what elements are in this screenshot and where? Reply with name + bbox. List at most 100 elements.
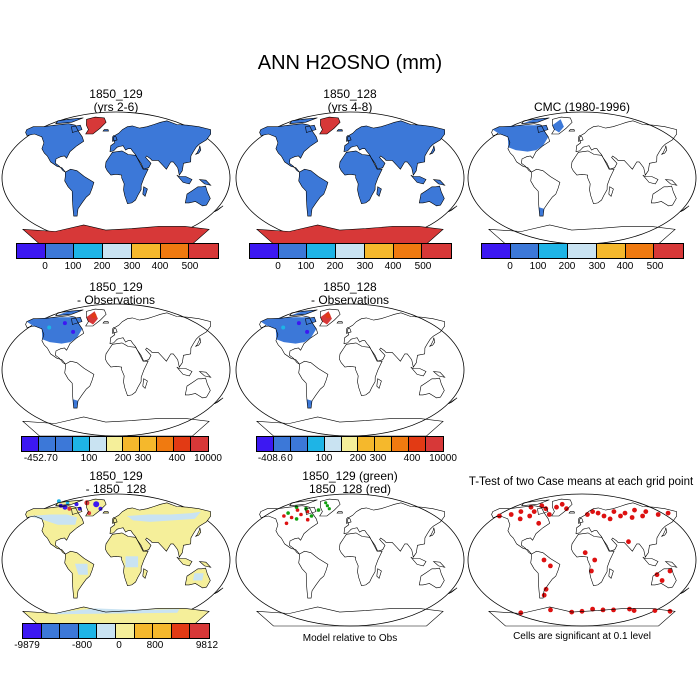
colorbar-box bbox=[23, 624, 42, 638]
coastline bbox=[85, 116, 107, 135]
cb4-label: 300 bbox=[134, 453, 152, 464]
coastline bbox=[102, 511, 109, 514]
panel-title-1850-129-obs: 1850_129 - Observations bbox=[76, 280, 156, 307]
colorbar-cmc bbox=[481, 243, 684, 259]
coastline bbox=[184, 185, 211, 207]
coastline bbox=[410, 174, 427, 185]
coastline bbox=[491, 123, 551, 173]
field-region bbox=[289, 309, 318, 316]
colorbar-box bbox=[392, 437, 410, 451]
coastline bbox=[661, 145, 668, 155]
field-cell bbox=[601, 513, 607, 519]
coastline bbox=[376, 378, 382, 389]
cb3-label: 500 bbox=[646, 261, 664, 272]
colorbar-box bbox=[41, 624, 61, 638]
colorbar-box bbox=[78, 624, 98, 638]
colorbar-box bbox=[393, 244, 423, 258]
land-shape bbox=[25, 123, 84, 173]
colorbar-box bbox=[140, 437, 158, 451]
coastline bbox=[305, 316, 317, 325]
coastline bbox=[104, 532, 149, 587]
cb3-label: 100 bbox=[529, 261, 547, 272]
field-region bbox=[71, 317, 82, 325]
colorbar-box bbox=[55, 437, 73, 451]
field-cell bbox=[518, 509, 524, 514]
coastline bbox=[259, 315, 319, 365]
coastline bbox=[289, 117, 318, 125]
cb4-label: 10000 bbox=[194, 453, 222, 464]
cb3-label: 0 bbox=[507, 261, 513, 272]
colorbar-box bbox=[17, 244, 46, 258]
coastline bbox=[429, 337, 436, 347]
coastline bbox=[343, 502, 446, 558]
coastline bbox=[537, 506, 549, 515]
colorbar-box bbox=[336, 244, 365, 258]
coastline bbox=[102, 321, 109, 324]
field-region bbox=[27, 514, 78, 525]
coastline bbox=[376, 186, 382, 197]
colorbar-box bbox=[89, 437, 107, 451]
cb1-label: 300 bbox=[123, 261, 141, 272]
cb1-label: 100 bbox=[64, 261, 82, 272]
field-cell bbox=[84, 500, 90, 506]
colorbar-box bbox=[278, 244, 308, 258]
coastline bbox=[448, 397, 458, 404]
colorbar-box bbox=[409, 437, 427, 451]
coastline bbox=[661, 527, 668, 537]
field-cell bbox=[655, 512, 661, 517]
coastline bbox=[298, 550, 329, 599]
field-cell bbox=[296, 321, 301, 326]
colorbar-box bbox=[153, 624, 172, 638]
field-region bbox=[193, 573, 204, 581]
field-cell bbox=[305, 329, 310, 334]
field-cell bbox=[281, 325, 286, 330]
colorbar-box bbox=[341, 437, 359, 451]
colorbar-box bbox=[273, 437, 291, 451]
field-cell bbox=[590, 509, 595, 514]
land-shape bbox=[298, 169, 328, 217]
field-region bbox=[306, 399, 312, 409]
coastline bbox=[104, 150, 149, 205]
globe-outline bbox=[235, 493, 465, 627]
field-cell bbox=[541, 557, 547, 563]
field-cell bbox=[559, 501, 565, 507]
colorbar-box bbox=[510, 244, 540, 258]
coastline bbox=[305, 124, 317, 133]
cb2-label: 100 bbox=[297, 261, 315, 272]
coastline bbox=[214, 587, 224, 594]
colorbar-box bbox=[375, 437, 393, 451]
land-shape bbox=[305, 125, 316, 133]
cb5-label: 200 bbox=[349, 453, 367, 464]
coastline bbox=[336, 511, 343, 514]
coastline bbox=[319, 308, 341, 327]
coastline bbox=[432, 179, 446, 186]
coastline bbox=[298, 360, 329, 409]
land-shape bbox=[185, 186, 211, 206]
coastline bbox=[64, 360, 95, 409]
field-cell bbox=[564, 506, 569, 512]
colorbar-box bbox=[625, 244, 655, 258]
coastline bbox=[298, 168, 329, 217]
land-shape bbox=[433, 179, 445, 186]
coastline bbox=[112, 517, 118, 524]
colorbar-box bbox=[654, 244, 683, 258]
colorbar-box bbox=[157, 437, 175, 451]
cb2-label: 300 bbox=[356, 261, 374, 272]
coastline bbox=[521, 117, 550, 125]
field-cell bbox=[548, 607, 553, 613]
colorbar-box bbox=[539, 244, 569, 258]
colorbar-box bbox=[190, 624, 209, 638]
field-region bbox=[127, 511, 201, 522]
colorbar-box bbox=[97, 624, 116, 638]
coastline bbox=[642, 174, 659, 185]
coastline bbox=[578, 135, 584, 142]
field-cell bbox=[309, 514, 314, 518]
field-cell bbox=[640, 513, 645, 519]
coastline bbox=[488, 606, 676, 627]
coastline bbox=[551, 116, 573, 135]
field-cell bbox=[622, 510, 628, 516]
coastline bbox=[71, 506, 83, 515]
coastline bbox=[346, 517, 352, 524]
coastline bbox=[432, 561, 446, 568]
land-shape bbox=[55, 117, 84, 124]
